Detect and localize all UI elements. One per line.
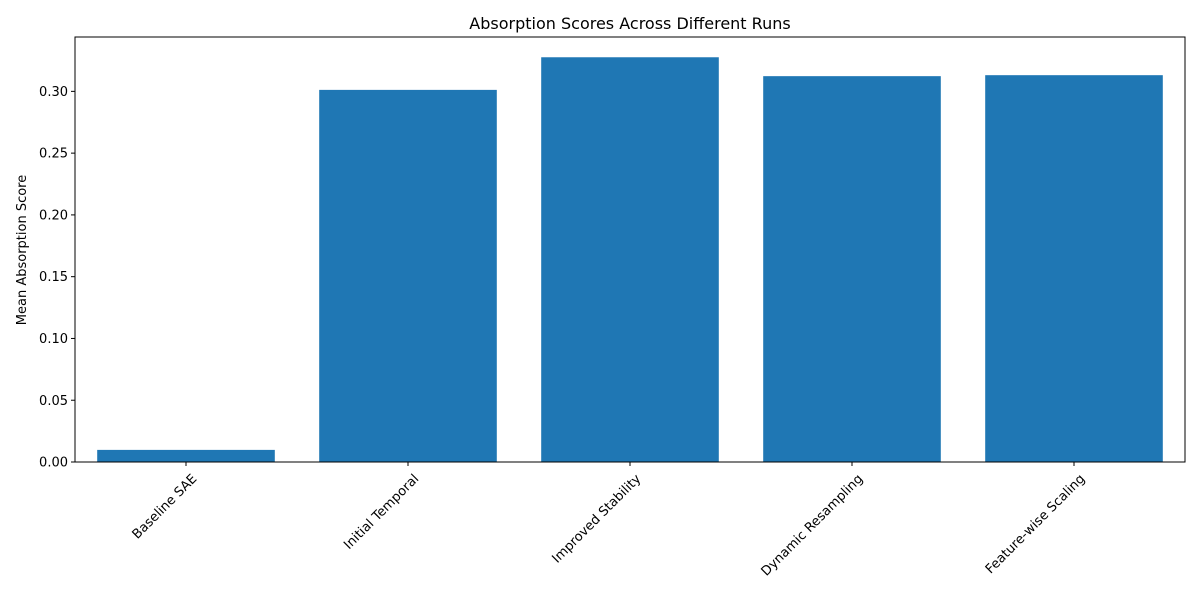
bars-layer bbox=[97, 57, 1163, 463]
x-tick-label: Dynamic Resampling bbox=[759, 472, 867, 580]
y-axis-label: Mean Absorption Score bbox=[15, 175, 30, 325]
y-tick-label: 0.25 bbox=[39, 147, 68, 162]
x-tick-label: Baseline SAE bbox=[130, 472, 201, 543]
y-tick-label: 0.10 bbox=[39, 332, 68, 347]
y-axis: 0.00 0.05 0.10 0.15 0.20 0.25 0.30 bbox=[39, 85, 75, 471]
plot-frame bbox=[74, 36, 1186, 463]
bar-initial-temporal bbox=[319, 89, 497, 462]
chart-title: Absorption Scores Across Different Runs bbox=[469, 14, 790, 33]
x-tick-label: Initial Temporal bbox=[341, 472, 422, 553]
y-tick-label: 0.05 bbox=[39, 394, 68, 409]
bar-feature-wise-scaling bbox=[985, 75, 1163, 463]
y-tick-label: 0.15 bbox=[39, 270, 68, 285]
bar-dynamic-resampling bbox=[763, 76, 941, 462]
y-tick-label: 0.20 bbox=[39, 208, 68, 223]
y-tick-label: 0.30 bbox=[39, 85, 68, 100]
x-axis: Baseline SAE Initial Temporal Improved Sta… bbox=[130, 462, 1088, 580]
x-tick-label: Improved Stability bbox=[549, 471, 644, 566]
x-tick-label: Feature-wise Scaling bbox=[983, 472, 1088, 577]
y-tick-label: 0.00 bbox=[39, 456, 68, 471]
bar-baseline-sae bbox=[97, 449, 275, 462]
bar-improved-stability bbox=[541, 57, 719, 462]
